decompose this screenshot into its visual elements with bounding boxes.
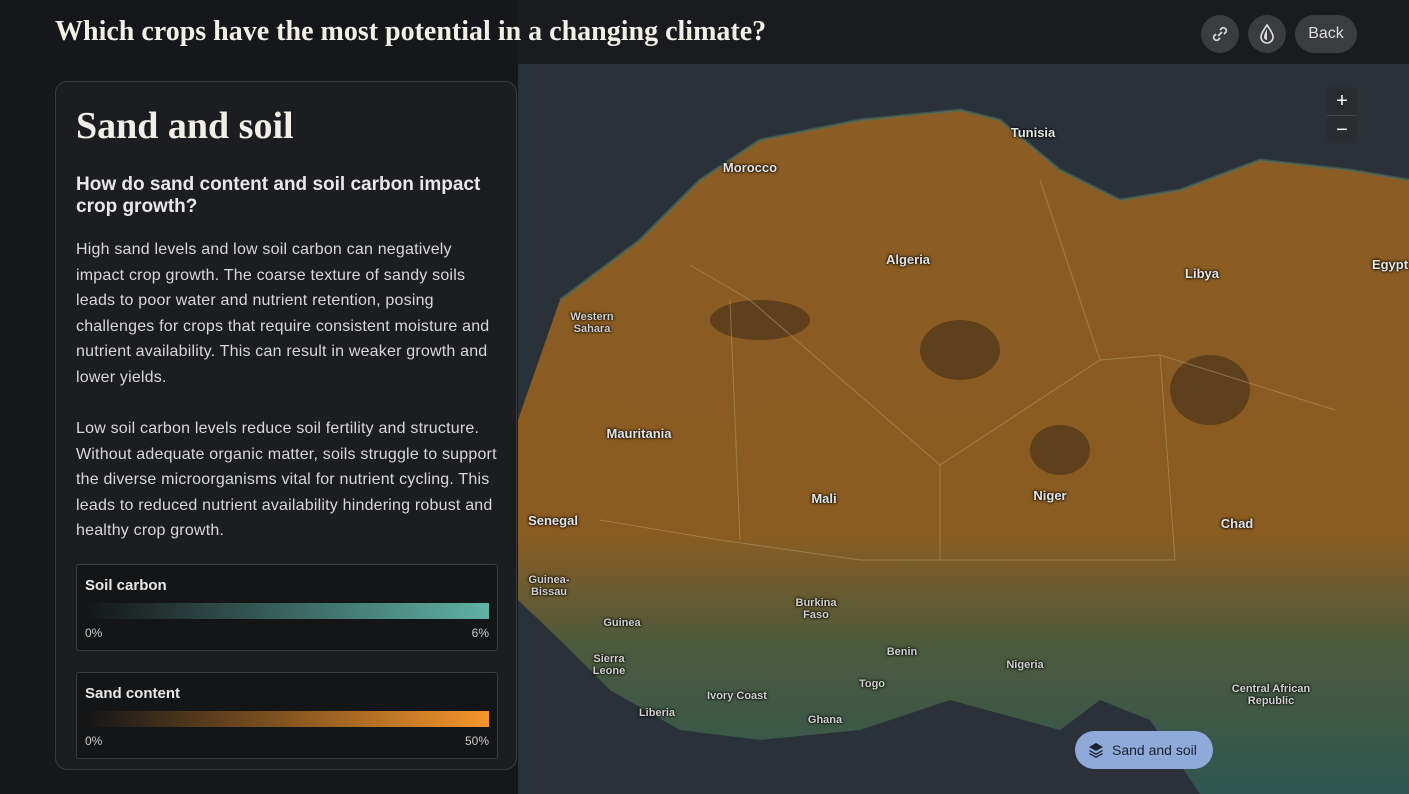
map-label: Liberia [638,707,676,719]
map-label: Western Sahara [570,311,614,335]
map-label: Niger [1033,488,1067,503]
drop-icon [1260,23,1274,44]
map-label: Nigeria [1006,659,1044,671]
map-label: Senegal [528,513,578,528]
map-label: Libya [1185,266,1219,281]
legend: Sand content 0% 50% [76,672,498,759]
style-button[interactable] [1248,15,1286,53]
info-panel: Sand and soil How do sand content and so… [55,81,517,770]
link-button[interactable] [1201,15,1239,53]
legend-gradient [85,603,489,619]
map-label: Ivory Coast [707,690,767,702]
legend-max: 6% [471,626,489,640]
legend: Soil carbon 0% 6% [76,564,498,651]
map-label: Benin [886,646,918,658]
header: Which crops have the most potential in a… [0,0,1409,64]
paragraph: Low soil carbon levels reduce soil ferti… [76,420,497,540]
map-label: Mali [811,491,837,506]
map-label: Mauritania [606,426,672,441]
map-label: Burkina Faso [795,597,837,621]
map-label: Sierra Leone [592,653,626,677]
map-label: Ghana [807,714,843,726]
layers-icon [1089,743,1103,758]
legend-min: 0% [85,734,103,748]
map-label: Morocco [722,160,778,175]
map-label: Tunisia [1010,125,1056,140]
layer-button[interactable]: Sand and soil [1075,731,1213,769]
layer-label: Sand and soil [1112,742,1197,758]
panel-question: How do sand content and soil carbon impa… [76,174,481,217]
link-icon [1212,26,1228,42]
map-label: Egypt [1371,257,1409,272]
zoom-control: + − [1327,87,1357,143]
zoom-out[interactable]: − [1327,115,1357,144]
map-label: Guinea-Bissau [528,574,570,598]
legend-title: Soil carbon [85,577,167,594]
page-title: Which crops have the most potential in a… [55,16,767,47]
map-label: Chad [1220,516,1254,531]
paragraph: High sand levels and low soil carbon can… [76,241,490,386]
map-label: Guinea [603,617,641,629]
legend-max: 50% [464,734,489,748]
zoom-in[interactable]: + [1336,90,1348,112]
legend-gradient [85,711,489,727]
back-button[interactable]: Back [1295,15,1357,53]
map-label: Togo [858,678,886,690]
legend-title: Sand content [85,685,181,702]
panel-title: Sand and soil [76,105,294,147]
map-label: Central African Republic [1231,683,1311,707]
map-label: Algeria [885,252,931,267]
legend-min: 0% [85,626,103,640]
